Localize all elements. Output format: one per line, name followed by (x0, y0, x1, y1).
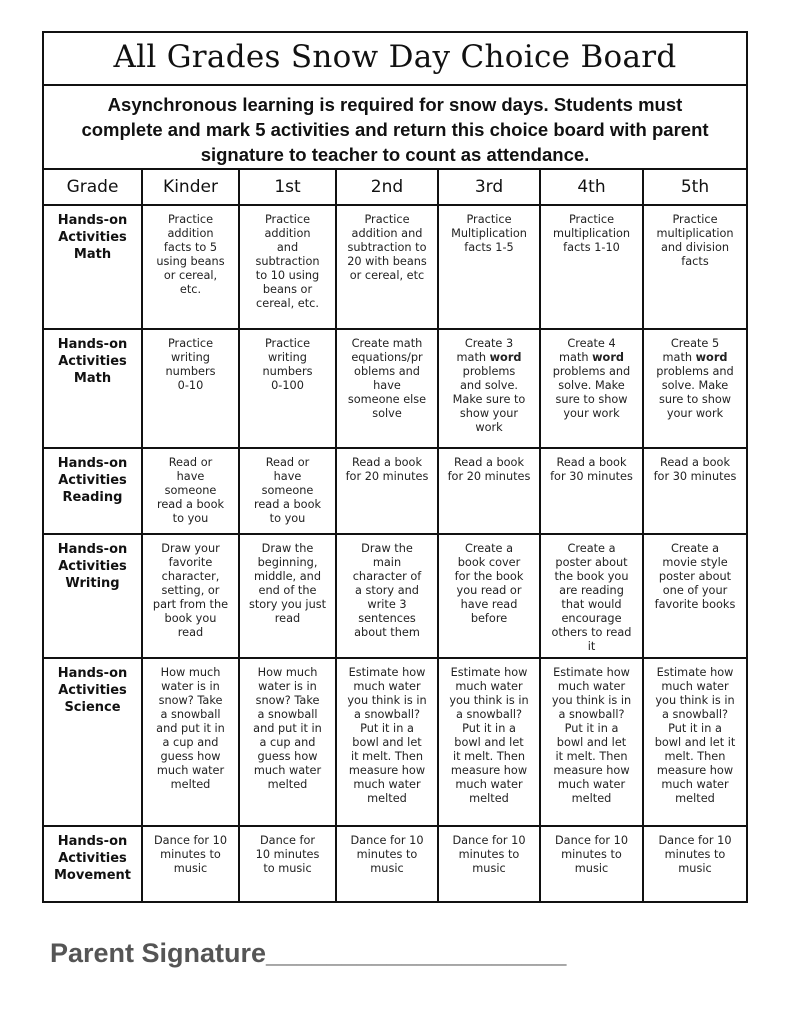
activity-cell[interactable]: Draw your favorite character, setting, o… (141, 533, 240, 659)
page-title: All Grades Snow Day Choice Board (44, 33, 746, 86)
activity-row: Hands-on Activities Reading Read or have … (44, 447, 746, 535)
row-label: Hands-on Activities Writing (44, 533, 143, 659)
activity-cell[interactable]: Read or have someone read a book to you (141, 447, 240, 535)
activity-cell[interactable]: Dance for 10 minutes to music (437, 825, 541, 901)
emphasis-word: word (489, 351, 522, 364)
activity-cell[interactable]: Draw the beginning, middle, and end of t… (238, 533, 337, 659)
row-label: Hands-on Activities Movement (44, 825, 143, 901)
activity-cell[interactable]: Dance for 10 minutes to music (539, 825, 644, 901)
column-header: 4th (539, 170, 644, 206)
activity-cell[interactable]: Create a book cover for the book you rea… (437, 533, 541, 659)
activity-row: Hands-on Activities Writing Draw your fav… (44, 533, 746, 659)
activity-cell[interactable]: Read a book for 30 minutes (642, 447, 746, 535)
emphasis-word: word (592, 351, 624, 364)
activity-cell[interactable]: Create math equations/pr oblems and have… (335, 328, 439, 449)
activity-cell[interactable]: Read a book for 20 minutes (335, 447, 439, 535)
activity-cell[interactable]: Practice Multiplication facts 1-5 (437, 204, 541, 330)
activity-cell[interactable]: Create 5 math word problems and solve. M… (642, 328, 746, 449)
activity-cell[interactable]: Create 4 math word problems and solve. M… (539, 328, 644, 449)
emphasis-word: word (695, 351, 728, 364)
activity-cell[interactable]: Read a book for 20 minutes (437, 447, 541, 535)
row-label: Hands-on Activities Math (44, 204, 143, 330)
activity-cell[interactable]: Create a movie style poster about one of… (642, 533, 746, 659)
activity-cell[interactable]: Practice writing numbers 0-10 (141, 328, 240, 449)
activity-table: Grade Kinder 1st 2nd 3rd 4th 5th Hands-on Acti… (44, 170, 746, 901)
activity-row: Hands-on Activities Movement Dance for 10… (44, 825, 746, 901)
activity-cell[interactable]: Practice multiplication facts 1-10 (539, 204, 644, 330)
activity-cell[interactable]: Read or have someone read a book to you (238, 447, 337, 535)
activity-cell[interactable]: Read a book for 30 minutes (539, 447, 644, 535)
column-header: 2nd (335, 170, 439, 206)
row-label: Hands-on Activities Science (44, 657, 143, 827)
parent-signature-line[interactable]: Parent Signature____________________ (50, 938, 567, 968)
activity-cell[interactable]: Estimate how much water you think is in … (539, 657, 644, 827)
activity-row: Hands-on Activities Math Practice writing… (44, 328, 746, 449)
activity-cell[interactable]: Dance for 10 minutes to music (335, 825, 439, 901)
activity-cell[interactable]: Dance for 10 minutes to music (141, 825, 240, 901)
activity-cell[interactable]: Practice addition and subtraction to 10 … (238, 204, 337, 330)
activity-cell[interactable]: Estimate how much water you think is in … (437, 657, 541, 827)
row-label: Hands-on Activities Math (44, 328, 143, 449)
header-row: Grade Kinder 1st 2nd 3rd 4th 5th (44, 170, 746, 206)
activity-cell[interactable]: How much water is in snow? Take a snowba… (238, 657, 337, 827)
activity-cell[interactable]: Create a poster about the book you are r… (539, 533, 644, 659)
activity-cell[interactable]: Practice addition facts to 5 using beans… (141, 204, 240, 330)
column-header: 5th (642, 170, 746, 206)
activity-cell[interactable]: Practice multiplication and division fac… (642, 204, 746, 330)
row-label: Hands-on Activities Reading (44, 447, 143, 535)
activity-cell[interactable]: How much water is in snow? Take a snowba… (141, 657, 240, 827)
instructions: Asynchronous learning is required for sn… (44, 86, 746, 170)
choice-board: All Grades Snow Day Choice Board Asynchr… (42, 31, 748, 903)
activity-cell[interactable]: Dance for 10 minutes to music (238, 825, 337, 901)
column-header: 1st (238, 170, 337, 206)
activity-cell[interactable]: Dance for 10 minutes to music (642, 825, 746, 901)
activity-cell[interactable]: Practice writing numbers 0-100 (238, 328, 337, 449)
column-header: Grade (44, 170, 143, 206)
activity-cell[interactable]: Practice addition and subtraction to 20 … (335, 204, 439, 330)
activity-cell[interactable]: Create 3 math word problems and solve. M… (437, 328, 541, 449)
activity-cell[interactable]: Draw the main character of a story and w… (335, 533, 439, 659)
activity-cell[interactable]: Estimate how much water you think is in … (335, 657, 439, 827)
activity-row: Hands-on Activities Math Practice additio… (44, 204, 746, 330)
column-header: Kinder (141, 170, 240, 206)
activity-row: Hands-on Activities Science How much wate… (44, 657, 746, 827)
column-header: 3rd (437, 170, 541, 206)
activity-cell[interactable]: Estimate how much water you think is in … (642, 657, 746, 827)
